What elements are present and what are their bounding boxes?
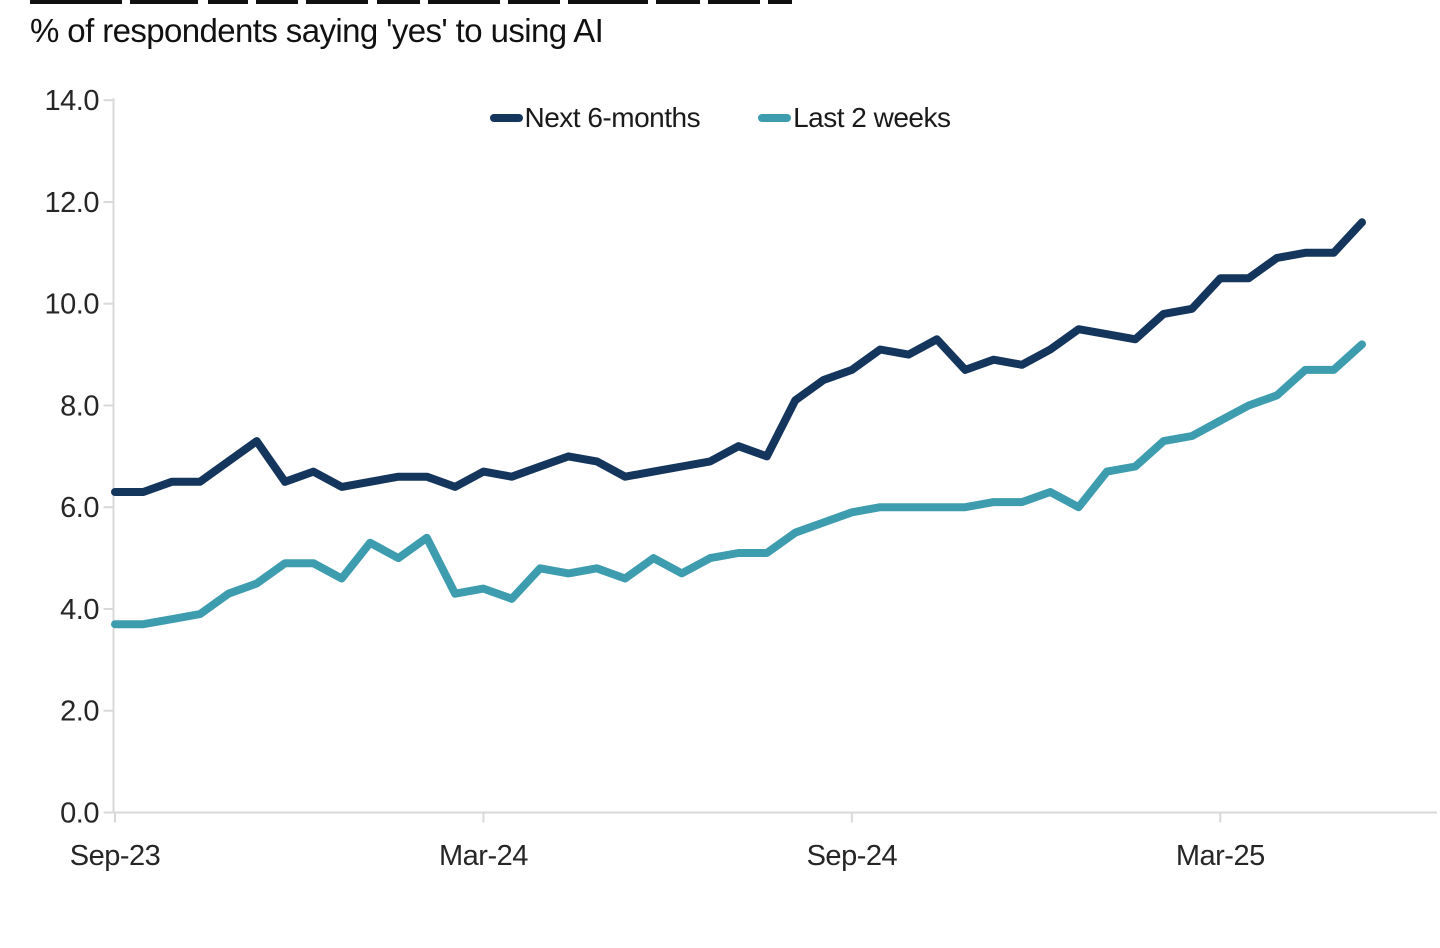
legend-label-next-6-months: Next 6-months bbox=[524, 102, 701, 133]
cropped-text-fragment bbox=[508, 0, 560, 4]
cropped-heading-artifact bbox=[0, 0, 1440, 5]
legend-dash-icon-last-2-weeks bbox=[758, 114, 792, 122]
legend-item-last-2-weeks: Last 2 weeks bbox=[758, 102, 951, 134]
cropped-text-fragment bbox=[306, 0, 368, 4]
legend-item-next-6-months: Next 6-months bbox=[489, 102, 701, 134]
x-axis-label: Sep-23 bbox=[70, 840, 161, 872]
cropped-text-fragment bbox=[30, 0, 122, 4]
chart-title: % of respondents saying 'yes' to using A… bbox=[30, 12, 604, 49]
cropped-text-fragment bbox=[428, 0, 500, 4]
y-axis-label: 10.0 bbox=[45, 289, 99, 321]
cropped-text-fragment bbox=[656, 0, 700, 4]
y-axis-label: 4.0 bbox=[60, 594, 99, 626]
cropped-text-fragment bbox=[708, 0, 760, 4]
series-line-last-2-weeks bbox=[111, 340, 1366, 629]
cropped-text-fragment bbox=[256, 0, 298, 4]
chart-legend: Next 6-months Last 2 weeks bbox=[0, 99, 1440, 137]
y-axis-label: 2.0 bbox=[60, 696, 99, 728]
y-axis-label: 12.0 bbox=[45, 187, 99, 219]
y-axis-label: 0.0 bbox=[60, 798, 99, 830]
cropped-text-fragment bbox=[768, 0, 792, 4]
cropped-text-fragment bbox=[130, 0, 198, 4]
y-axis-label: 14.0 bbox=[45, 85, 99, 117]
cropped-text-fragment bbox=[377, 0, 420, 4]
cropped-text-fragment bbox=[208, 0, 248, 4]
y-axis-label: 8.0 bbox=[60, 390, 99, 422]
series-line-next-6-months bbox=[111, 218, 1366, 496]
legend-label-last-2-weeks: Last 2 weeks bbox=[793, 102, 951, 133]
cropped-text-fragment bbox=[568, 0, 648, 4]
y-axis-label: 6.0 bbox=[60, 492, 99, 524]
legend-dash-icon-next-6-months bbox=[489, 114, 523, 122]
x-axis-label: Mar-25 bbox=[1176, 840, 1265, 872]
x-axis-label: Mar-24 bbox=[439, 840, 528, 872]
x-axis-label: Sep-24 bbox=[807, 840, 898, 872]
